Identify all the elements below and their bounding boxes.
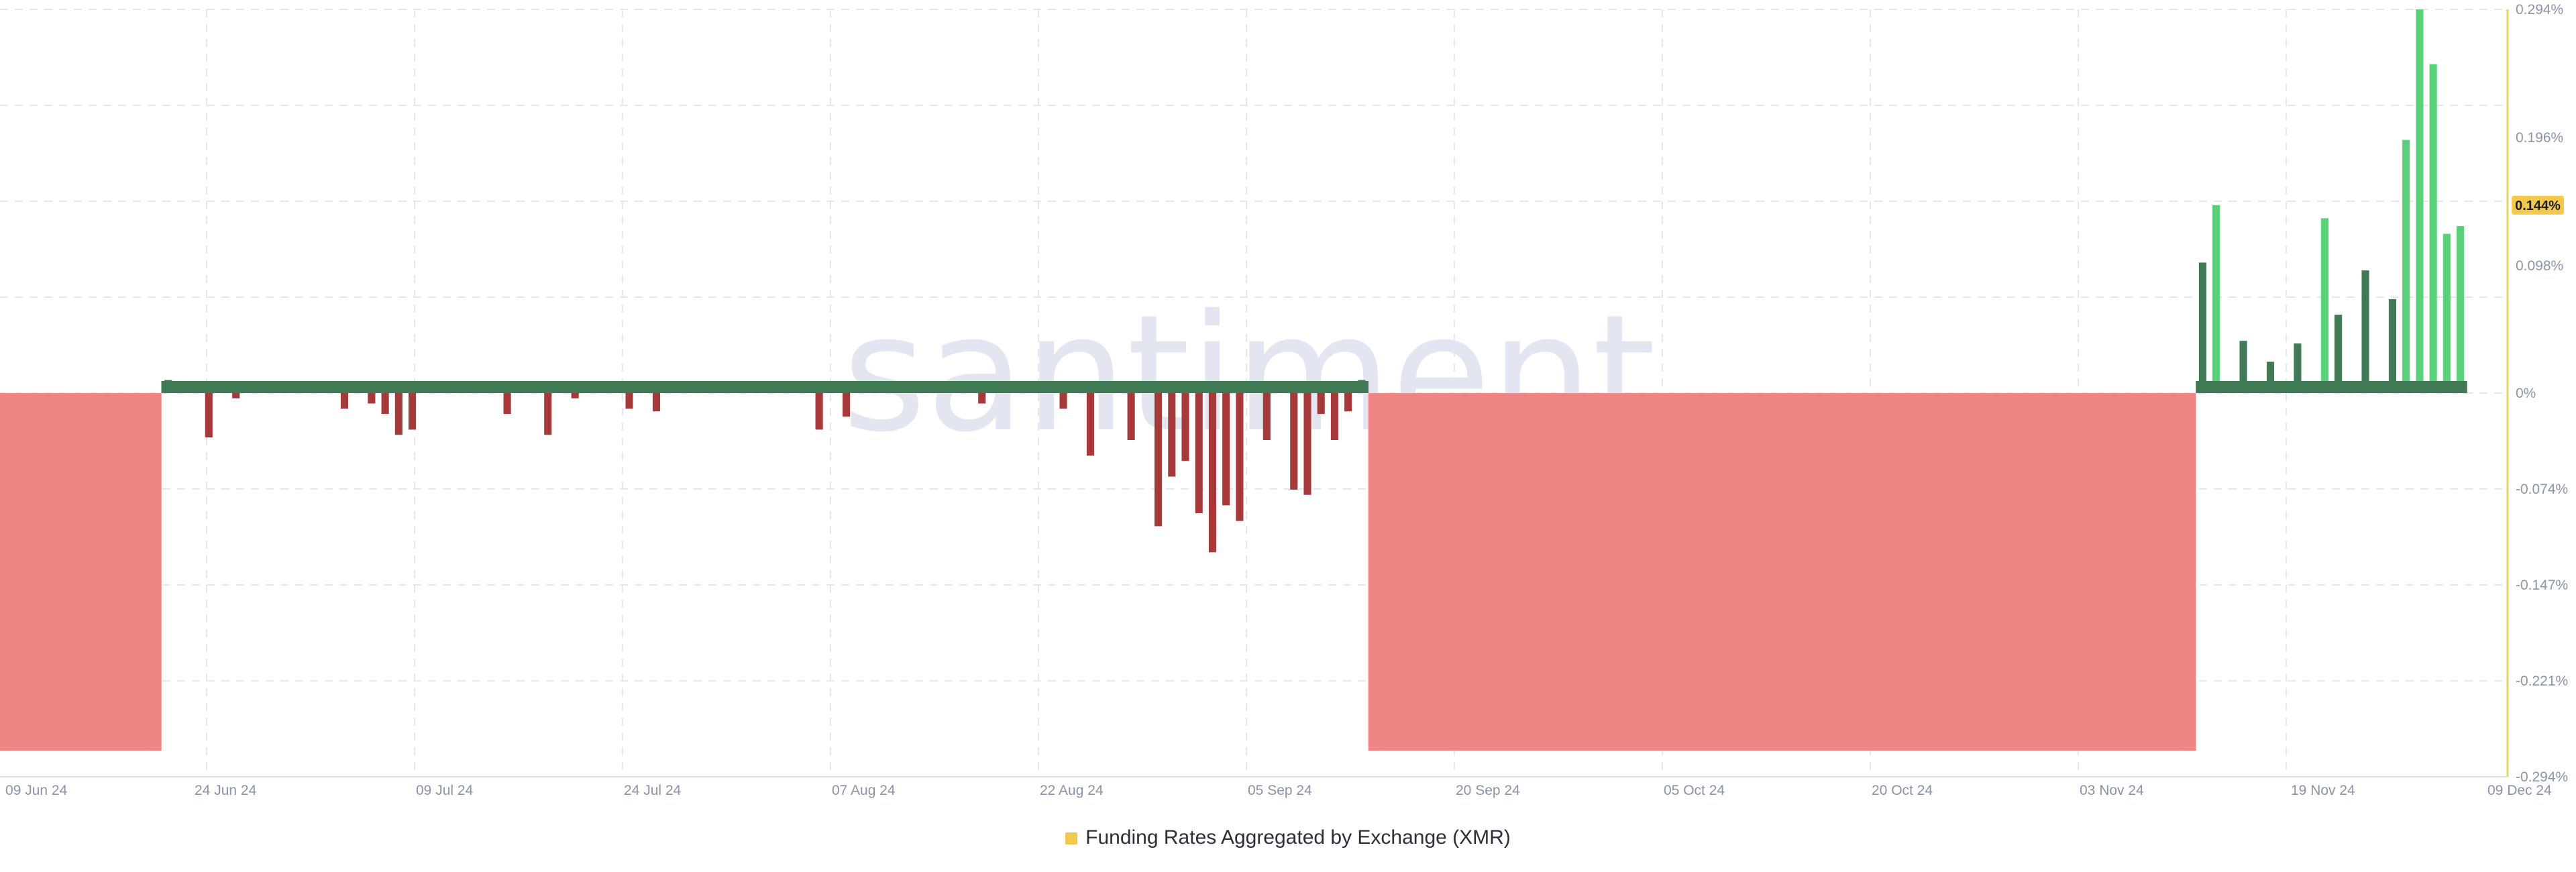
bar bbox=[2266, 362, 2275, 393]
x-tick-label: 24 Jun 24 bbox=[195, 783, 257, 798]
y-tick-label: -0.221% bbox=[2516, 673, 2568, 689]
bar bbox=[1059, 393, 1067, 409]
bar bbox=[1127, 393, 1135, 441]
bar bbox=[842, 393, 851, 417]
bars bbox=[0, 9, 2467, 751]
bar bbox=[2416, 9, 2424, 393]
bar bbox=[2402, 140, 2410, 394]
x-tick-label: 24 Jul 24 bbox=[624, 783, 682, 798]
bar bbox=[571, 393, 579, 398]
y-tick-label: 0.196% bbox=[2516, 130, 2563, 146]
bar bbox=[340, 393, 349, 409]
x-tick-label: 20 Oct 24 bbox=[1872, 783, 1933, 798]
bar bbox=[652, 393, 661, 412]
bar bbox=[1330, 393, 1338, 441]
current-value-badge bbox=[2512, 195, 2564, 215]
bar bbox=[1290, 393, 1298, 490]
y-tick-label: 0.294% bbox=[2516, 2, 2563, 17]
bar bbox=[1208, 393, 1217, 553]
x-tick-label: 05 Oct 24 bbox=[1664, 783, 1725, 798]
bar bbox=[408, 393, 417, 430]
bar bbox=[1344, 393, 1352, 412]
bar bbox=[503, 393, 511, 415]
current-value-label: 0.144% bbox=[2515, 199, 2561, 213]
bar bbox=[2294, 343, 2302, 393]
bar bbox=[1303, 393, 1311, 495]
bar bbox=[2429, 64, 2437, 393]
x-tick-label: 09 Jul 24 bbox=[416, 783, 474, 798]
y-tick-label: 0% bbox=[2516, 386, 2536, 401]
x-tick-label: 20 Sep 24 bbox=[1456, 783, 1520, 798]
bar bbox=[544, 393, 552, 435]
bar bbox=[1168, 393, 1176, 477]
bar bbox=[1181, 393, 1189, 461]
bar bbox=[2443, 233, 2451, 393]
bar-strip bbox=[161, 381, 1368, 393]
bar bbox=[2457, 225, 2465, 393]
bar bbox=[368, 393, 376, 404]
x-tick-label: 22 Aug 24 bbox=[1040, 783, 1104, 798]
bar bbox=[2388, 298, 2397, 393]
bar bbox=[232, 393, 240, 398]
bar bbox=[205, 393, 213, 438]
bar bbox=[394, 393, 402, 435]
legend-swatch bbox=[1065, 832, 1078, 844]
bar bbox=[815, 393, 823, 430]
bar bbox=[1263, 393, 1271, 441]
bar bbox=[1222, 393, 1230, 506]
bar bbox=[381, 393, 389, 415]
y-tick-label: -0.147% bbox=[2516, 578, 2568, 593]
x-tick-label: 09 Jun 24 bbox=[5, 783, 68, 798]
bar bbox=[1236, 393, 1244, 521]
x-tick-label: 05 Sep 24 bbox=[1248, 783, 1312, 798]
x-tick-label: 03 Nov 24 bbox=[2080, 783, 2144, 798]
bar bbox=[2320, 218, 2328, 393]
bar bbox=[2334, 315, 2343, 393]
bar bbox=[625, 393, 633, 409]
bar bbox=[1155, 393, 1163, 527]
bar-block bbox=[1368, 393, 2196, 751]
bar bbox=[2361, 270, 2369, 393]
bar bbox=[2239, 341, 2247, 393]
y-tick-label: -0.294% bbox=[2516, 769, 2568, 785]
bar bbox=[1086, 393, 1095, 456]
bar-strip bbox=[2196, 381, 2467, 393]
legend-label: Funding Rates Aggregated by Exchange (XM… bbox=[1085, 826, 1511, 849]
y-tick-label: 0.098% bbox=[2516, 258, 2563, 274]
axes: 0.294% 0.196% 0.098% 0% -0.074% -0.147% -0.221… bbox=[0, 2, 2568, 798]
x-tick-label: 19 Nov 24 bbox=[2291, 783, 2355, 798]
y-tick-label: -0.074% bbox=[2516, 482, 2568, 497]
bar bbox=[1195, 393, 1203, 513]
bar bbox=[1317, 393, 1325, 415]
bar bbox=[2212, 205, 2220, 393]
bar-block bbox=[0, 393, 162, 751]
bar bbox=[978, 393, 986, 404]
x-tick-label: 07 Aug 24 bbox=[832, 783, 896, 798]
bar bbox=[2198, 262, 2206, 393]
x-tick-label: 09 Dec 24 bbox=[2487, 783, 2552, 798]
legend: Funding Rates Aggregated by Exchange (XM… bbox=[0, 826, 2576, 849]
